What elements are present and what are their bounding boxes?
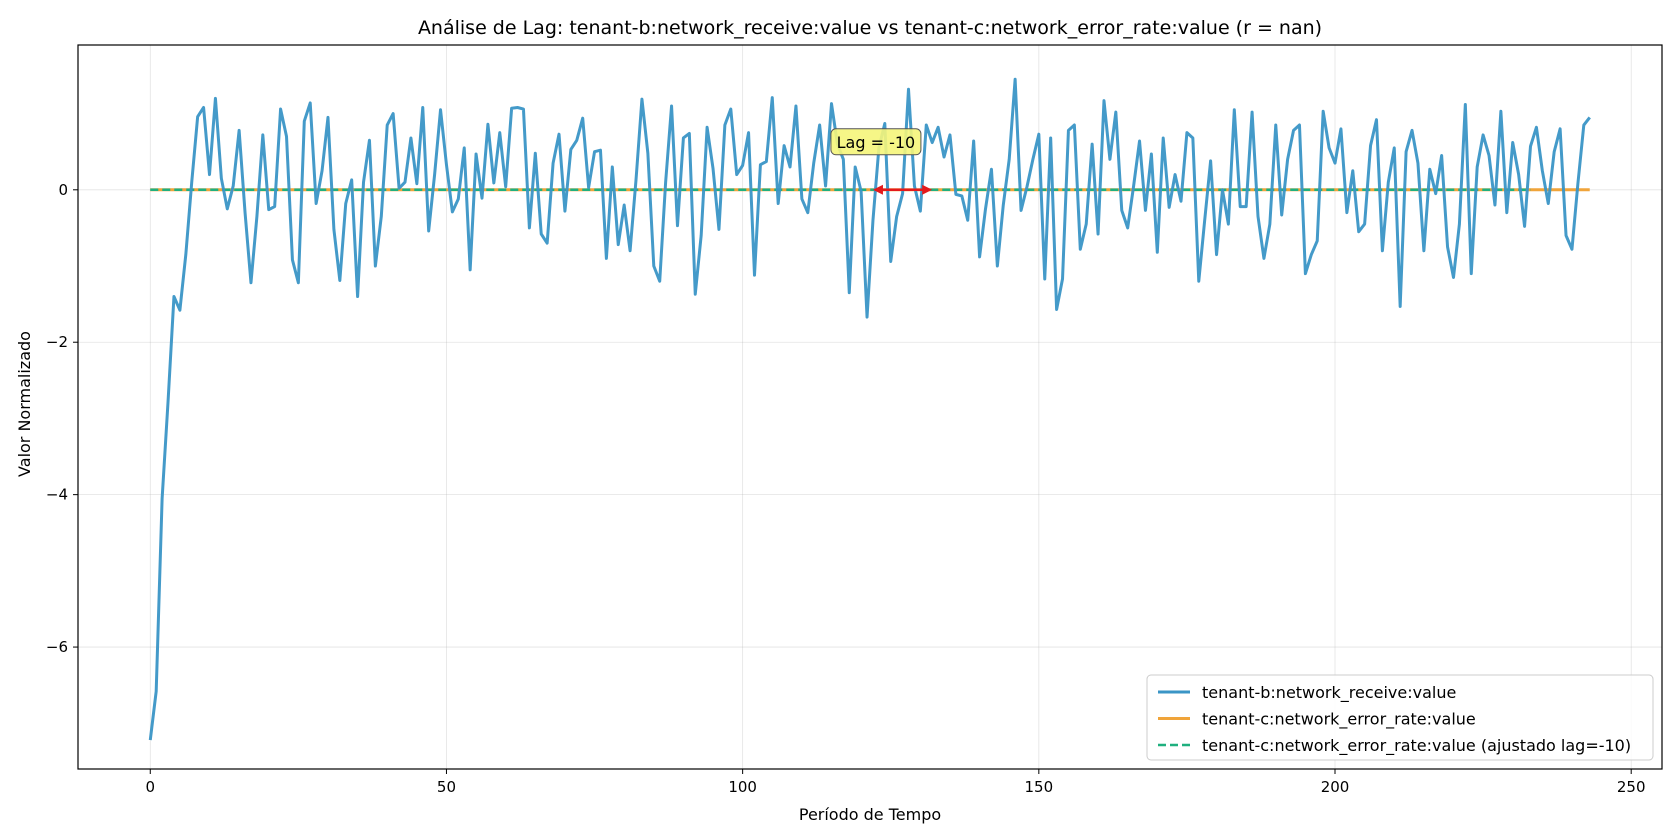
lag-arrow-head-left bbox=[872, 184, 883, 195]
y-tick-label: −4 bbox=[46, 486, 68, 504]
y-axis-title: Valor Normalizado bbox=[15, 331, 34, 477]
plot-frame bbox=[77, 44, 1663, 770]
legend: tenant-b:network_receive:value tenant-c:n… bbox=[1146, 674, 1654, 761]
x-tick-label: 50 bbox=[437, 778, 456, 796]
lag-label-box bbox=[830, 128, 922, 156]
x-tick-label: 200 bbox=[1321, 778, 1350, 796]
y-axis: −6 −4 −2 0 bbox=[46, 181, 78, 656]
legend-box bbox=[1146, 674, 1654, 761]
series-line-0 bbox=[148, 77, 1591, 741]
x-tick-label: 0 bbox=[145, 778, 155, 796]
plot-area bbox=[148, 77, 1591, 741]
y-tick-label: −6 bbox=[46, 638, 68, 656]
lag-annotation: Lag = -10 bbox=[830, 128, 933, 195]
y-tick-label: 0 bbox=[58, 181, 68, 199]
x-tick-label: 250 bbox=[1617, 778, 1646, 796]
x-axis-title: Período de Tempo bbox=[799, 805, 941, 824]
x-axis: 0 50 100 150 200 250 bbox=[145, 769, 1646, 796]
legend-entry-label: tenant-c:network_error_rate:value (ajust… bbox=[1202, 736, 1631, 756]
chart-title: Análise de Lag: tenant-b:network_receive… bbox=[418, 17, 1322, 39]
x-tick-label: 100 bbox=[728, 778, 757, 796]
legend-entry-label: tenant-c:network_error_rate:value bbox=[1202, 710, 1476, 730]
lag-label: Lag = -10 bbox=[837, 133, 916, 152]
y-tick-label: −2 bbox=[46, 333, 68, 351]
legend-entry-label: tenant-b:network_receive:value bbox=[1202, 683, 1456, 703]
x-tick-label: 150 bbox=[1025, 778, 1054, 796]
lag-arrow-head-right bbox=[922, 184, 933, 195]
